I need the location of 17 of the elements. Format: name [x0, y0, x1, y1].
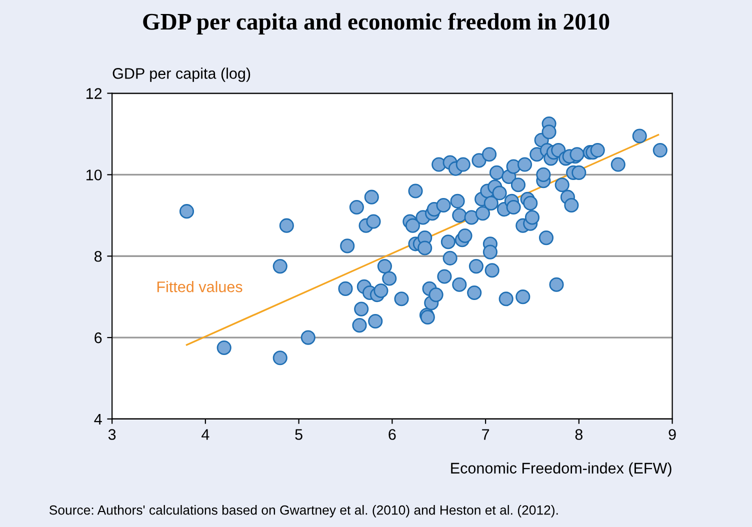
series-label: Fitted values	[157, 281, 242, 292]
x-tick-label: 3	[108, 429, 116, 440]
y-axis-title: GDP per capita (log)	[112, 68, 250, 82]
x-tick-label: 9	[668, 429, 676, 440]
y-tick-label: 4	[94, 414, 102, 424]
x-tick-label: 5	[295, 429, 302, 440]
y-tick-label: 10	[86, 170, 102, 180]
chart-title: GDP per capita and economic freedom in 2010	[143, 12, 610, 35]
x-tick-label: 8	[575, 429, 582, 440]
y-tick-label: 8	[94, 250, 102, 262]
y-tick-label: 6	[94, 332, 102, 344]
x-tick-label: 6	[388, 429, 396, 440]
x-tick-label: 4	[202, 429, 210, 440]
source-note: Source: Authors' calculations based on Gwartney et al. (2010) and Heston et al. (2012).	[49, 505, 558, 518]
x-tick-label: 7	[482, 429, 490, 440]
x-axis-title: Economic Freedom-index (EFW)	[451, 462, 672, 477]
y-tick-label: 12	[86, 88, 102, 99]
